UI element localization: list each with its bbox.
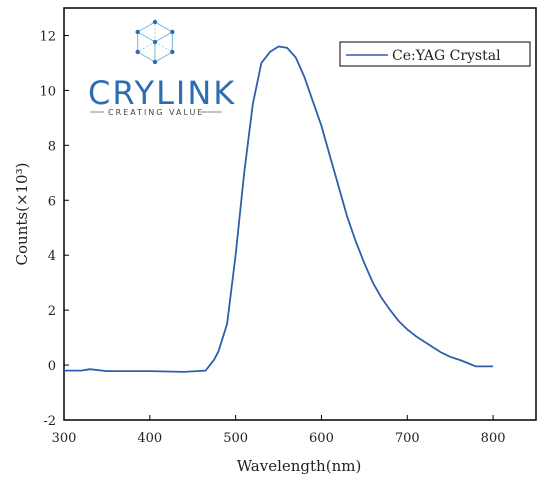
cube-edge [137, 31, 156, 43]
x-tick-label: 600 [309, 431, 334, 446]
y-tick-label: 4 [48, 249, 56, 264]
cube-node [152, 19, 158, 25]
x-tick-label: 300 [52, 431, 77, 446]
y-axis-title: Counts(×10³) [13, 163, 31, 266]
series-line [64, 45, 494, 373]
legend-label: Ce:YAG Crystal [392, 48, 501, 64]
x-tick-label: 500 [223, 431, 248, 446]
x-axis-title: Wavelength(nm) [237, 457, 362, 475]
crylink-logo: CRYLINK CREATING VALUE [88, 19, 236, 117]
x-tick-label: 400 [137, 431, 162, 446]
cube-edge [137, 51, 156, 63]
y-tick-label: 10 [39, 84, 56, 99]
x-axis: 300 400 500 600 700 800 [52, 415, 506, 446]
logo-wordmark: CRYLINK [88, 74, 236, 112]
plot-area [64, 45, 494, 373]
x-tick-label: 800 [481, 431, 506, 446]
y-tick-label: 2 [48, 304, 56, 319]
y-tick-label: 12 [39, 29, 56, 44]
cube-node [170, 29, 175, 35]
y-tick-label: -2 [43, 414, 56, 429]
cube-edge [137, 21, 156, 33]
plot-frame [63, 7, 537, 421]
y-tick-label: 0 [48, 359, 56, 374]
cube-edge [154, 51, 173, 63]
cube-node [135, 49, 140, 55]
y-axis: -2 0 2 4 6 8 10 12 [39, 29, 69, 429]
legend: Ce:YAG Crystal [339, 41, 531, 67]
cube-lattice-icon [135, 19, 175, 65]
cube-node [152, 59, 158, 65]
cube-node [170, 49, 175, 55]
logo-tagline: CREATING VALUE [108, 108, 204, 117]
cube-edge [154, 21, 173, 33]
cube-edge [154, 41, 173, 53]
cube-edge [154, 31, 173, 43]
cube-node [135, 29, 140, 35]
cube-edge [137, 41, 156, 53]
x-tick-label: 700 [395, 431, 420, 446]
legend-box [339, 41, 531, 67]
y-tick-label: 6 [48, 194, 56, 209]
cube-node [152, 39, 158, 45]
y-tick-label: 8 [48, 139, 56, 154]
